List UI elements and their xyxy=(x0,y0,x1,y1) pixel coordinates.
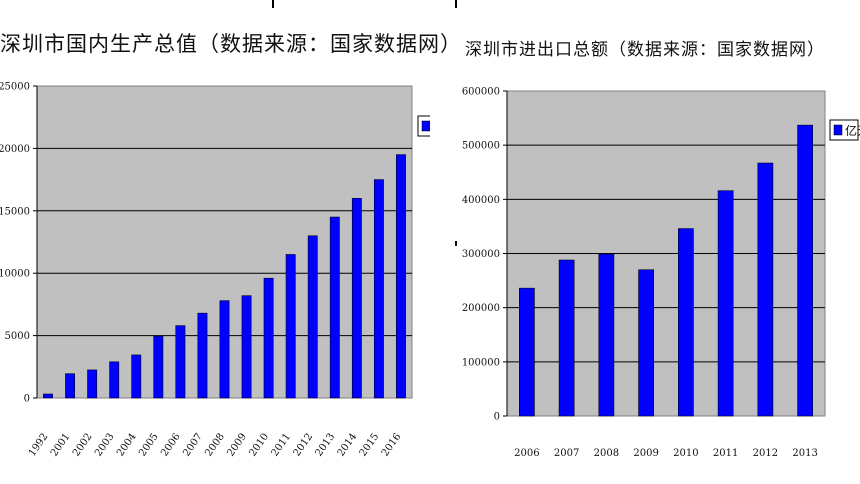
gdp-chart-panel: 深圳市国内生产总值（数据来源：国家数据网） 0 5000 10000 15000 200… xyxy=(0,32,462,459)
gdp-x-tick-label: 1992 xyxy=(27,431,51,458)
gdp-bar xyxy=(373,179,384,399)
gdp-bar xyxy=(65,373,76,399)
gdp-bar xyxy=(351,198,362,399)
trade-chart-title: 深圳市进出口总额（数据来源：国家数据网） xyxy=(465,40,825,60)
trade-legend: 亿元 xyxy=(829,119,860,141)
trade-x-tick-label: 2010 xyxy=(673,448,698,459)
gdp-x-tick-label: 2014 xyxy=(336,431,360,458)
trade-x-tick-label: 2009 xyxy=(633,448,658,459)
trade-y-tick-label: 400000 xyxy=(462,195,500,206)
gdp-bar xyxy=(307,235,318,399)
trade-bar xyxy=(638,269,654,417)
trade-y-tick-label: 0 xyxy=(494,412,500,423)
gdp-bar xyxy=(153,335,164,399)
gdp-x-tick-label: 2001 xyxy=(49,431,73,458)
gdp-x-tick-label: 2016 xyxy=(380,431,404,458)
gdp-bar xyxy=(285,254,296,399)
trade-bar xyxy=(558,259,575,417)
trade-y-tick-label: 600000 xyxy=(462,87,500,98)
gdp-x-tick-label: 2011 xyxy=(270,431,294,458)
divider-mark xyxy=(455,241,457,246)
trade-y-tick-label: 500000 xyxy=(462,141,500,152)
trade-chart: 0 100000 200000 300000 400000 500000 600000 200… xyxy=(462,87,860,460)
trade-bar xyxy=(757,162,774,417)
gdp-y-tick-label: 10000 xyxy=(0,269,30,280)
gdp-y-tick-label: 20000 xyxy=(0,144,30,155)
gdp-chart-title: 深圳市国内生产总值（数据来源：国家数据网） xyxy=(0,32,462,56)
trade-x-tick-label: 2011 xyxy=(713,448,738,459)
trade-x-tick-label: 2008 xyxy=(594,448,619,459)
gdp-y-tick-label: 25000 xyxy=(0,82,30,93)
gdp-x-tick-label: 2005 xyxy=(137,431,161,458)
trade-bar xyxy=(797,124,813,417)
gdp-bar xyxy=(43,393,53,399)
gdp-bar xyxy=(263,277,274,399)
gdp-legend: 亿元 xyxy=(417,115,430,137)
gdp-x-tick-label: 2009 xyxy=(225,431,249,458)
gdp-x-tick-label: 2004 xyxy=(115,431,139,458)
trade-legend-swatch xyxy=(833,124,843,136)
trade-legend-label: 亿元 xyxy=(845,123,860,138)
divider-mark xyxy=(272,0,274,8)
trade-x-tick-label: 2013 xyxy=(792,448,817,459)
trade-y-tick-label: 200000 xyxy=(462,303,500,314)
gdp-x-tick-label: 2015 xyxy=(358,431,382,458)
trade-x-tick-label: 2006 xyxy=(514,448,539,459)
trade-y-tick-label: 100000 xyxy=(462,357,500,368)
gdp-bar xyxy=(241,295,252,399)
gdp-bar xyxy=(87,369,98,399)
trade-x-tick-label: 2012 xyxy=(753,448,778,459)
trade-chart-panel: 深圳市进出口总额（数据来源：国家数据网） 0 100000 200000 300000… xyxy=(430,0,860,484)
gdp-bar xyxy=(175,325,186,399)
gdp-x-tick-label: 2012 xyxy=(292,431,316,458)
gdp-bar xyxy=(131,354,142,399)
gdp-y-tick-label: 5000 xyxy=(5,331,30,342)
trade-x-tick-label: 2007 xyxy=(554,448,579,459)
gdp-x-tick-label: 2010 xyxy=(247,431,271,458)
trade-bar xyxy=(598,253,615,417)
gdp-x-tick-label: 2007 xyxy=(181,431,205,458)
gdp-x-tick-label: 2013 xyxy=(314,431,338,458)
gdp-bar xyxy=(197,312,208,399)
trade-bar xyxy=(519,287,535,417)
gdp-bar xyxy=(109,361,120,399)
gdp-bar xyxy=(396,154,406,399)
trade-bar xyxy=(717,190,734,417)
trade-bar xyxy=(678,228,694,417)
gdp-chart: 0500010000150002000025000199220012002200… xyxy=(0,82,430,459)
gdp-y-tick-label: 15000 xyxy=(0,206,30,217)
gdp-x-tick-label: 2002 xyxy=(71,431,95,458)
gdp-legend-swatch xyxy=(421,120,430,132)
gdp-x-tick-label: 2003 xyxy=(93,431,117,458)
trade-y-tick-label: 300000 xyxy=(462,249,500,260)
gdp-x-tick-label: 2008 xyxy=(203,431,227,458)
gdp-bar xyxy=(219,300,230,399)
divider-mark xyxy=(455,0,457,8)
gdp-y-tick-label: 0 xyxy=(24,394,30,405)
gdp-bar xyxy=(329,216,340,399)
gdp-x-tick-label: 2006 xyxy=(159,431,183,458)
